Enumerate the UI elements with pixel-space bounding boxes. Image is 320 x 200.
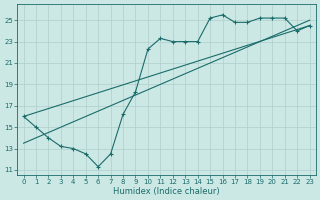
- X-axis label: Humidex (Indice chaleur): Humidex (Indice chaleur): [113, 187, 220, 196]
